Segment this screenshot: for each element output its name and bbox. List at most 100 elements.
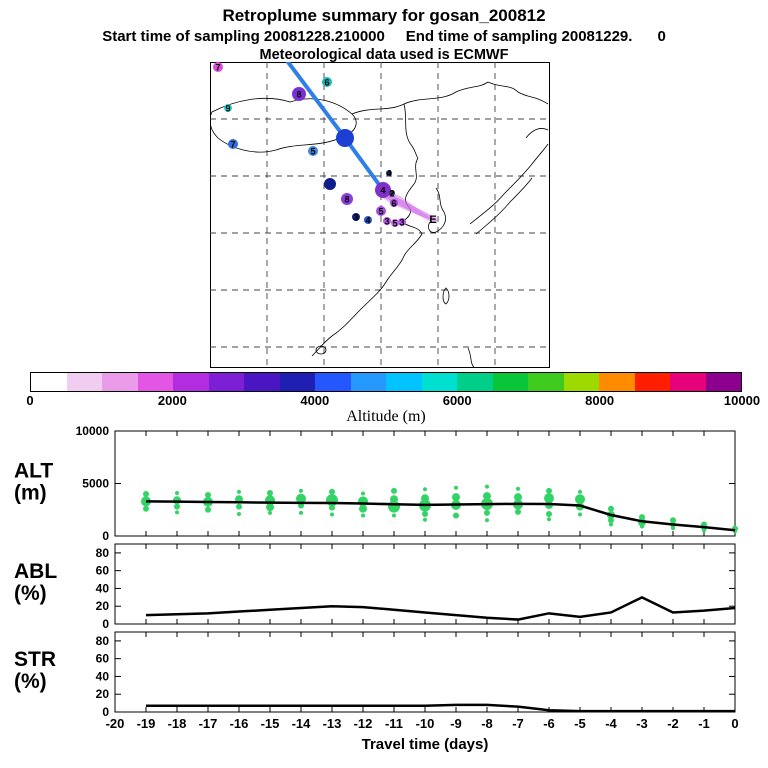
cluster-marker [383, 217, 391, 225]
str-panel-frame [114, 631, 736, 713]
cluster-marker-label: 8 [296, 90, 301, 100]
y-tick-label: 80 [96, 634, 110, 648]
coastline [311, 157, 423, 357]
cluster-marker-label: 9 [225, 104, 230, 114]
cluster-marker [213, 62, 223, 72]
sampling-time-line: Start time of sampling 20081228.210000 E… [102, 28, 666, 45]
scatter-dot [485, 484, 489, 489]
colorbar-segment [634, 373, 670, 391]
colorbar-tick-label: 8000 [585, 393, 615, 408]
x-tick-label: -14 [292, 716, 312, 731]
y-tick-label: 5000 [82, 477, 109, 491]
cluster-marker [398, 218, 406, 226]
cluster-marker [386, 170, 392, 176]
cluster-marker-label: 4 [380, 186, 385, 196]
x-tick-label: -12 [354, 716, 373, 731]
coastline [487, 81, 549, 105]
timeseries-panels: 0 5000 10000 ALT (m) 0 20 40 60 80 ABL (%) 0 20 40 60 80… [14, 424, 739, 753]
cluster-marker-label: 7 [230, 140, 235, 150]
x-tick-label: -16 [230, 716, 249, 731]
cluster-marker-label: 5 [392, 219, 397, 229]
colorbar-segment [599, 373, 635, 391]
coastline [428, 187, 446, 233]
scatter-dot [608, 505, 614, 512]
scatter-dot [391, 487, 397, 494]
colorbar-segment [102, 373, 138, 391]
x-tick-label: -4 [605, 716, 617, 731]
colorbar-segment [492, 373, 528, 391]
scatter-dot [609, 522, 613, 527]
cluster-marker [228, 139, 238, 149]
cluster-marker-label: 7 [215, 63, 220, 73]
scatter-dot [237, 511, 241, 516]
scatter-dot [299, 488, 303, 493]
colorbar-tick-labels: 0 2000 4000 6000 8000 10000 [26, 392, 760, 409]
scatter-dot [515, 508, 521, 515]
alt-mean-line [145, 500, 736, 532]
cluster-marker [364, 216, 372, 224]
scatter-dot [236, 503, 242, 510]
scatter-dot [514, 493, 522, 502]
altitude-colorbar: 0 2000 4000 6000 8000 10000 Altitude (m) [26, 372, 760, 426]
y-tick-label: 0 [102, 617, 109, 631]
x-tick-label: -11 [385, 716, 403, 731]
scatter-dot [670, 517, 676, 524]
cluster-marker-label: 6 [324, 78, 329, 88]
scatter-dot [483, 492, 491, 501]
colorbar-segment [173, 373, 209, 391]
receptor-site-label: E [429, 214, 436, 226]
coastline [525, 128, 549, 139]
y-tick-label: 10000 [76, 424, 110, 438]
colorbar-gradient [30, 372, 742, 392]
x-tick-label: -18 [168, 716, 187, 731]
plume-streak [381, 191, 437, 223]
colorbar-segment [244, 373, 280, 391]
cluster-marker [308, 146, 318, 156]
scatter-dot [296, 493, 306, 504]
scatter-dot [329, 504, 335, 511]
scatter-dot [547, 517, 551, 522]
cluster-marker [390, 199, 398, 207]
x-tick-label: -10 [416, 716, 435, 731]
x-tick-label: -3 [636, 716, 648, 731]
x-tick-label: -20 [106, 716, 125, 731]
abl-panel-label: ABL (%) [14, 560, 57, 605]
colorbar-segment [137, 373, 173, 391]
coastline [351, 81, 489, 115]
scatter-dot [267, 489, 273, 496]
x-tick-label: -9 [450, 716, 462, 731]
x-axis-title: Travel time (days) [362, 736, 489, 753]
colorbar-segment [315, 373, 351, 391]
colorbar-segment [670, 373, 706, 391]
colorbar-segment [528, 373, 564, 391]
scatter-dot [237, 489, 241, 494]
cluster-marker-label: 5 [310, 147, 315, 157]
cluster-marker [376, 206, 386, 216]
cluster-marker [389, 190, 395, 196]
scatter-dot [326, 494, 338, 507]
coastline [475, 177, 533, 235]
x-tick-label: 0 [731, 716, 738, 731]
abl-mean-line [145, 595, 736, 621]
scatter-dot [205, 492, 211, 499]
scatter-dot [639, 514, 645, 521]
scatter-dot [578, 512, 582, 517]
cluster-marker-label: 6 [391, 199, 396, 209]
scatter-dot [423, 517, 427, 522]
colorbar-tick-label: 6000 [442, 393, 472, 408]
colorbar-segment [386, 373, 422, 391]
y-tick-label: 60 [96, 652, 110, 666]
colorbar-tick-label: 2000 [157, 393, 187, 408]
cluster-marker-label: 2 [389, 189, 394, 199]
colorbar-segment [31, 373, 67, 391]
cluster-marker-label: 3 [353, 213, 358, 223]
scatter-dot [173, 496, 181, 505]
scatter-dot [485, 518, 489, 523]
scatter-dot [575, 494, 585, 505]
scatter-dot [516, 486, 520, 491]
cluster-marker-label: 3 [384, 217, 389, 227]
colorbar-segment [705, 373, 741, 391]
y-tick-label: 60 [96, 564, 110, 578]
scatter-dot [143, 491, 149, 497]
